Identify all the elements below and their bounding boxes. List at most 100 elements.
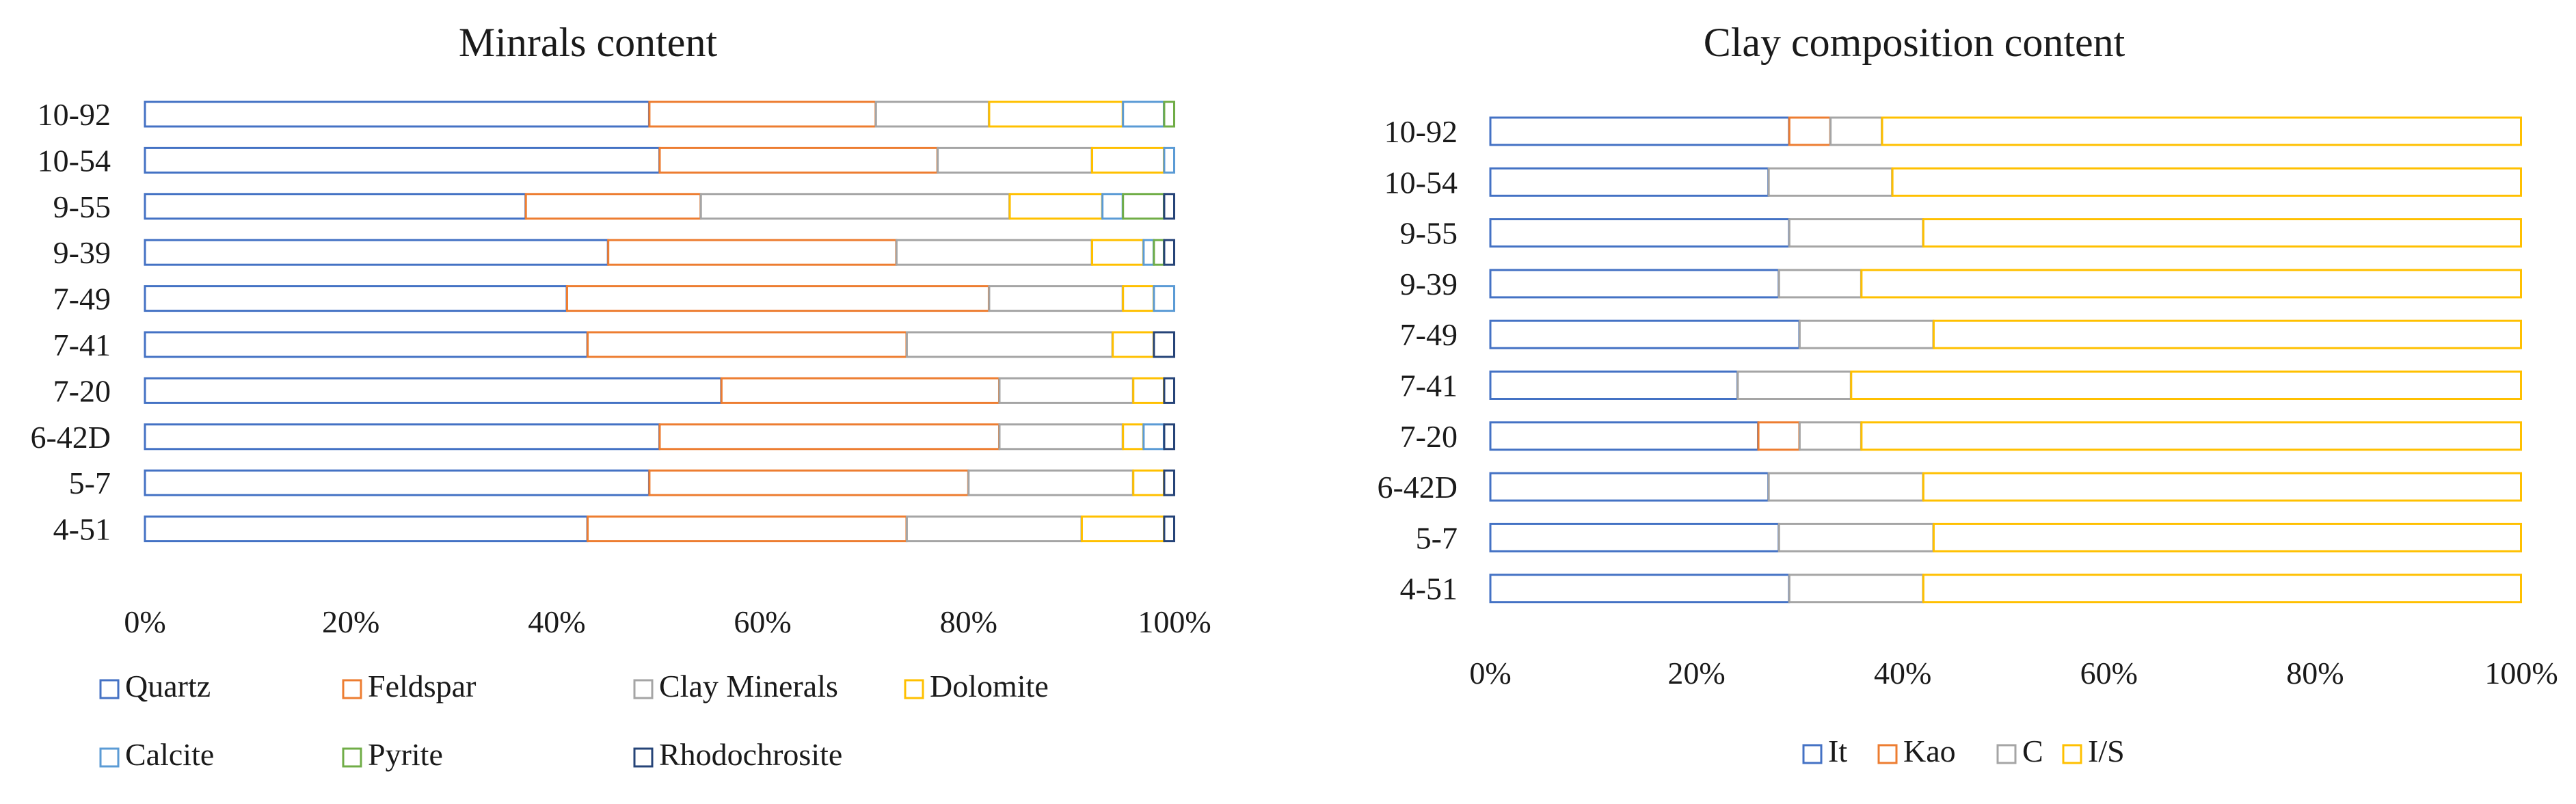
- bar-5-7-quartz: [144, 469, 650, 496]
- legend-item-pyrite: Pyrite: [342, 737, 443, 772]
- bar-5-7-feldspar: [648, 469, 969, 496]
- bar-7-49-c: [1798, 319, 1935, 349]
- legend-item-dolomite: Dolomite: [904, 669, 1049, 704]
- bar-9-39-c: [1777, 269, 1862, 299]
- bar-7-49-clay-minerals: [988, 285, 1124, 312]
- x-tick-80: 80%: [2286, 656, 2344, 691]
- bar-10-92-quartz: [144, 100, 650, 128]
- category-label-6-42d: 6-42D: [30, 420, 111, 455]
- bar-7-41-i-s: [1850, 371, 2523, 400]
- bar-10-54-calcite: [1163, 146, 1175, 174]
- bar-6-42d-i-s: [1922, 472, 2523, 502]
- legend-swatch-calcite: [99, 747, 120, 768]
- bar-10-54-it: [1489, 167, 1770, 197]
- legend-item-c: C: [1996, 734, 2043, 768]
- bar-10-54-feldspar: [658, 146, 939, 174]
- bar-7-49-feldspar: [565, 285, 990, 312]
- legend-swatch-i-s: [2062, 744, 2082, 764]
- bar-4-51-dolomite: [1080, 515, 1165, 543]
- bar-6-42d-feldspar: [658, 423, 1000, 451]
- category-labels: 10-92 10-54 9-55 9-39 7-49 7-41 7-20 6-42D 5-7 4-…: [1377, 114, 1458, 606]
- category-labels: 10-92 10-54 9-55 9-39 7-49 7-41 7-20 6-42D 5-7 4-…: [30, 97, 111, 547]
- bar-7-41-clay-minerals: [905, 331, 1114, 358]
- x-tick-0: 0%: [1469, 656, 1511, 691]
- bar-4-51-c: [1788, 574, 1924, 604]
- clay-chart: Clay composition content 10-92 10-54 9-55 9…: [1377, 20, 2558, 768]
- bar-5-7-it: [1489, 522, 1780, 552]
- category-label-10-92: 10-92: [1384, 114, 1458, 149]
- category-label-10-92: 10-92: [38, 97, 111, 132]
- bar-7-20-it: [1489, 421, 1760, 451]
- bar-9-39-pyrite: [1153, 239, 1165, 266]
- category-label-9-39: 9-39: [1400, 267, 1458, 302]
- legend-swatch-dolomite: [904, 679, 924, 699]
- bar-9-39-it: [1489, 269, 1780, 299]
- bar-6-42d-clay-minerals: [998, 423, 1124, 451]
- bar-6-42d-dolomite: [1122, 423, 1144, 451]
- category-label-5-7: 5-7: [69, 466, 111, 500]
- legend-label-rhodochrosite: Rhodochrosite: [659, 737, 842, 772]
- bar-9-39-quartz: [144, 239, 609, 266]
- bar-10-92-dolomite: [988, 100, 1124, 128]
- legend-label-it: It: [1828, 734, 1847, 768]
- bar-4-51-clay-minerals: [905, 515, 1083, 543]
- bar-7-20-dolomite: [1132, 377, 1165, 404]
- bars: [1489, 116, 2523, 604]
- legend-swatch-kao: [1877, 744, 1898, 764]
- x-tick-60: 60%: [734, 604, 791, 639]
- bar-7-20-kao: [1757, 421, 1801, 451]
- legend-swatch-pyrite: [342, 747, 362, 768]
- bar-10-92-c: [1829, 116, 1883, 146]
- bar-7-49-calcite: [1153, 285, 1176, 312]
- bar-6-42d-it: [1489, 472, 1770, 502]
- bar-6-42d-c: [1767, 472, 1924, 502]
- bar-10-92-feldspar: [648, 100, 877, 128]
- bar-7-49-quartz: [144, 285, 568, 312]
- bar-4-51-quartz: [144, 515, 589, 543]
- x-axis-ticks: 0% 20% 40% 60% 80% 100%: [124, 604, 1211, 639]
- bar-7-20-quartz: [144, 377, 723, 404]
- category-label-9-55: 9-55: [53, 189, 111, 224]
- category-label-7-41: 7-41: [1400, 368, 1458, 403]
- bar-7-20-i-s: [1860, 421, 2522, 451]
- bar-10-54-dolomite: [1091, 146, 1165, 174]
- category-label-9-55: 9-55: [1400, 216, 1458, 251]
- bar-10-92-pyrite: [1163, 100, 1175, 128]
- legend-item-rhodochrosite: Rhodochrosite: [633, 737, 842, 772]
- bar-7-49-it: [1489, 319, 1801, 349]
- legend-label-quartz: Quartz: [125, 669, 211, 704]
- legend-label-dolomite: Dolomite: [930, 669, 1049, 704]
- bar-4-51-i-s: [1922, 574, 2523, 604]
- legend-label-clay-minerals: Clay Minerals: [659, 669, 838, 704]
- legend-label-calcite: Calcite: [125, 737, 214, 772]
- bar-9-39-dolomite: [1091, 239, 1144, 266]
- category-label-7-20: 7-20: [53, 373, 111, 408]
- category-label-10-54: 10-54: [38, 143, 111, 178]
- bar-9-39-rhodochrosite: [1163, 239, 1175, 266]
- legend-label-feldspar: Feldspar: [368, 669, 476, 704]
- legend-item-quartz: Quartz: [99, 669, 211, 704]
- bar-7-41-rhodochrosite: [1153, 331, 1176, 358]
- bar-9-55-feldspar: [524, 193, 702, 220]
- bar-9-55-calcite: [1101, 193, 1124, 220]
- legend-item-calcite: Calcite: [99, 737, 214, 772]
- category-label-6-42d: 6-42D: [1377, 470, 1458, 505]
- x-tick-100: 100%: [2484, 656, 2558, 691]
- bar-7-41-feldspar: [587, 331, 908, 358]
- category-label-5-7: 5-7: [1416, 520, 1458, 555]
- category-label-9-39: 9-39: [53, 235, 111, 270]
- legend-label-kao: Kao: [1903, 734, 1956, 768]
- bar-10-54-c: [1767, 167, 1894, 197]
- minerals-chart: Minrals content 10-92 10-54 9-55 9-39 7-49 7-…: [30, 20, 1211, 772]
- bar-10-54-clay-minerals: [937, 146, 1093, 174]
- chart-title: Clay composition content: [1704, 20, 2125, 65]
- bar-10-92-clay-minerals: [874, 100, 990, 128]
- category-label-4-51: 4-51: [1400, 572, 1458, 606]
- bar-7-20-rhodochrosite: [1163, 377, 1175, 404]
- bar-7-49-i-s: [1932, 319, 2522, 349]
- bar-4-51-it: [1489, 574, 1790, 604]
- bar-7-41-quartz: [144, 331, 589, 358]
- category-label-7-49: 7-49: [53, 282, 111, 317]
- legend-swatch-quartz: [99, 679, 120, 699]
- legend-swatch-c: [1996, 744, 2017, 764]
